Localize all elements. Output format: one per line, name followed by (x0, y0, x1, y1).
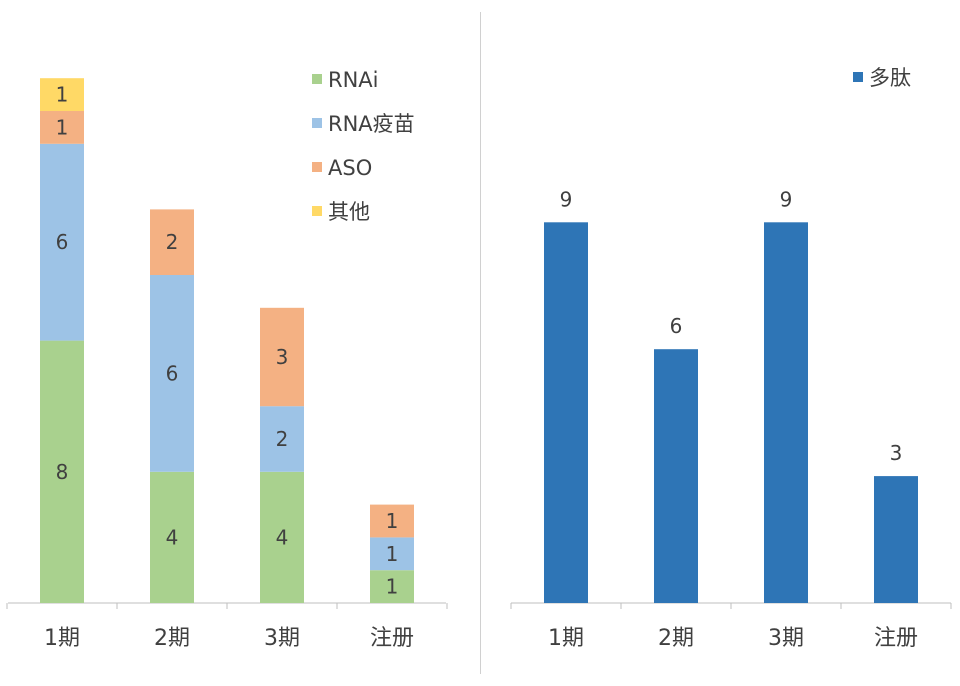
data-label: 1 (386, 542, 399, 566)
legend-label: 其他 (328, 200, 370, 224)
bar-segment (150, 471, 194, 603)
bar-segment (260, 406, 304, 472)
data-label: 2 (276, 427, 289, 451)
data-label: 1 (56, 83, 69, 107)
x-tick-label: 2期 (658, 626, 694, 651)
legend-label: RNAi (328, 68, 379, 92)
legend-label: RNA疫苗 (328, 112, 415, 136)
bar-segment (40, 78, 84, 111)
x-tick-label: 3期 (264, 626, 300, 651)
panel-divider (480, 12, 481, 674)
legend-swatch (312, 118, 322, 128)
data-label: 6 (56, 230, 69, 254)
data-label: 4 (166, 525, 179, 549)
x-tick-label: 1期 (44, 626, 80, 651)
bar-segment (370, 537, 414, 571)
bar-segment (874, 476, 918, 603)
legend-swatch (853, 72, 863, 82)
data-label: 6 (670, 314, 683, 338)
data-label: 1 (386, 509, 399, 533)
bar-segment (40, 143, 84, 341)
bar-segment (260, 307, 304, 407)
data-label: 2 (166, 230, 179, 254)
legend-label: ASO (328, 156, 372, 180)
bar-segment (654, 349, 698, 603)
data-label: 1 (56, 115, 69, 139)
data-label: 9 (560, 187, 573, 211)
data-label: 3 (276, 345, 289, 369)
legend-swatch (312, 162, 322, 172)
bar-segment (40, 111, 84, 144)
x-tick-label: 1期 (548, 626, 584, 651)
data-label: 6 (166, 361, 179, 385)
bar-segment (260, 471, 304, 603)
data-label: 1 (386, 575, 399, 599)
x-tick-label: 注册 (874, 626, 918, 651)
x-tick-label: 注册 (370, 626, 414, 651)
legend-label: 多肽 (869, 66, 911, 90)
bar-segment (370, 504, 414, 538)
bar-segment (40, 340, 84, 603)
data-label: 3 (890, 441, 903, 465)
bar-segment (150, 275, 194, 472)
bar-segment (544, 222, 588, 604)
x-tick-label: 3期 (768, 626, 804, 651)
data-label: 8 (56, 460, 69, 484)
bar-segment (150, 209, 194, 275)
data-label: 9 (780, 187, 793, 211)
bar-segment (370, 570, 414, 603)
legend-swatch (312, 74, 322, 84)
data-label: 4 (276, 525, 289, 549)
x-tick-label: 2期 (154, 626, 190, 651)
legend-swatch (312, 206, 322, 216)
bar-segment (764, 222, 808, 604)
